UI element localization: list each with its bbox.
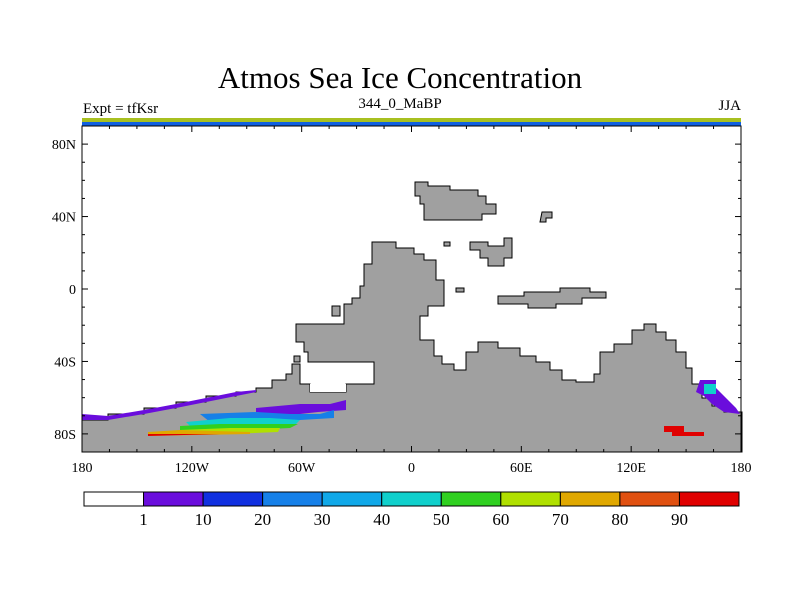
arctic-ice-strip xyxy=(82,118,741,122)
land-inner-patch xyxy=(310,384,346,392)
x-tick-label: 60W xyxy=(288,461,316,476)
land-islet-a xyxy=(539,211,553,223)
colorbar-swatch xyxy=(619,491,680,507)
land-east-continent xyxy=(469,237,513,267)
land-masses xyxy=(81,181,743,453)
land-small-1 xyxy=(331,305,341,317)
x-tick-label: 60E xyxy=(510,461,533,476)
tick-marks xyxy=(81,125,742,453)
colorbar: 1 10 20 30 40 50 60 70 80 90 xyxy=(83,491,740,529)
colorbar-label: 30 xyxy=(314,510,331,529)
colorbar-swatch xyxy=(559,491,621,507)
colorbar-swatch xyxy=(500,491,561,507)
sea-ice-red-band xyxy=(148,434,220,436)
arctic-ice-edge xyxy=(82,122,741,126)
x-tick-label: 180 xyxy=(72,461,93,476)
land-north-continent xyxy=(414,181,497,221)
sea-ice-east-red xyxy=(664,426,704,436)
colorbar-label: 10 xyxy=(195,510,212,529)
season-label: JJA xyxy=(718,98,741,114)
land-main-continent xyxy=(81,241,743,453)
y-tick-label: 80N xyxy=(52,138,76,153)
sea-ice-fields xyxy=(82,380,740,436)
y-tick-label: 40S xyxy=(54,355,76,370)
colorbar-swatch xyxy=(83,491,145,507)
colorbar-swatch xyxy=(381,491,442,507)
sea-ice-purple-band xyxy=(256,400,346,414)
colorbar-swatch xyxy=(440,491,502,507)
land-small-2 xyxy=(293,355,301,363)
x-tick-label: 120E xyxy=(616,461,646,476)
sea-ice-east-cyan xyxy=(704,384,716,394)
x-tick-label: 0 xyxy=(408,461,415,476)
land-islet-c xyxy=(455,287,465,293)
colorbar-label: 70 xyxy=(552,510,569,529)
y-tick-label: 80S xyxy=(54,428,76,443)
colorbar-swatch xyxy=(143,491,204,507)
x-tick-label: 120W xyxy=(175,461,210,476)
experiment-label: Expt = tfKsr xyxy=(83,101,159,117)
plot-subtitle: 344_0_MaBP xyxy=(358,96,442,112)
colorbar-swatch xyxy=(321,491,383,507)
y-tick-label: 0 xyxy=(69,283,76,298)
colorbar-swatch xyxy=(202,491,264,507)
tick-labels: 180 120W 60W 0 60E 120E 180 80N 40N 0 40S 80S xyxy=(52,138,752,476)
colorbar-swatch xyxy=(262,491,323,507)
colorbar-label: 1 xyxy=(139,510,148,529)
colorbar-label: 40 xyxy=(373,510,390,529)
colorbar-label: 50 xyxy=(433,510,450,529)
colorbar-label: 20 xyxy=(254,510,271,529)
colorbar-label: 60 xyxy=(492,510,509,529)
y-tick-label: 40N xyxy=(52,211,76,226)
colorbar-label: 80 xyxy=(611,510,628,529)
land-east-strip xyxy=(497,287,607,309)
land-islet-b xyxy=(443,241,451,247)
sea-ice-west-edge xyxy=(82,390,256,420)
colorbar-swatch xyxy=(678,491,740,507)
plot-title: Atmos Sea Ice Concentration xyxy=(217,60,583,95)
colorbar-label: 90 xyxy=(671,510,688,529)
x-tick-label: 180 xyxy=(731,461,752,476)
